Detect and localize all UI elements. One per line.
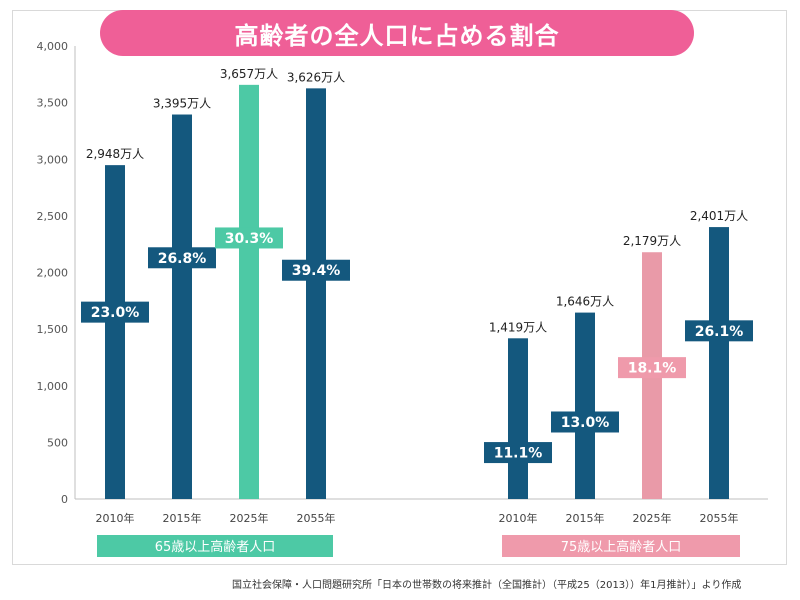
x-tick-label: 2025年 [230, 511, 269, 525]
bar [105, 165, 125, 499]
percent-label: 18.1% [628, 361, 677, 377]
y-tick-label: 500 [47, 436, 68, 449]
chart-title-text: 高齢者の全人口に占める割合 [234, 21, 560, 50]
bar [508, 338, 528, 499]
percent-label: 26.1% [695, 324, 744, 340]
bar [709, 227, 729, 500]
x-tick-label: 2055年 [700, 511, 739, 525]
x-tick-label: 2015年 [566, 511, 605, 525]
bar-value-label: 1,646万人 [556, 295, 614, 309]
percent-label-box [618, 357, 686, 379]
x-tick-label: 2055年 [297, 511, 336, 525]
percent-label: 30.3% [225, 231, 274, 247]
percent-label-box [551, 411, 619, 433]
bar-value-label: 3,626万人 [287, 70, 345, 84]
percent-label-box [685, 320, 753, 342]
y-tick-label: 1,500 [37, 323, 69, 336]
x-tick-label: 2010年 [96, 511, 135, 525]
x-tick-label: 2010年 [499, 511, 538, 525]
percent-label-box [282, 259, 350, 281]
source-note: 国立社会保障・人口問題研究所「日本の世帯数の将来推計（全国推計）（平成25（20… [232, 580, 742, 591]
y-tick-label: 1,000 [37, 380, 69, 393]
group-label: 75歳以上高齢者人口 [561, 539, 682, 555]
percent-label: 23.0% [91, 305, 140, 321]
percent-label: 13.0% [561, 415, 610, 431]
percent-label-box [215, 227, 283, 249]
bar [575, 312, 595, 499]
chart-title: 高齢者の全人口に占める割合 [100, 10, 694, 56]
group-label: 65歳以上高齢者人口 [155, 539, 276, 555]
y-tick-label: 3,500 [37, 97, 69, 110]
bar-value-label: 2,179万人 [623, 234, 681, 248]
bar-value-label: 3,395万人 [153, 97, 211, 111]
y-tick-label: 3,000 [37, 153, 69, 166]
percent-label: 26.8% [158, 251, 207, 267]
percent-label: 11.1% [494, 446, 543, 462]
x-tick-label: 2025年 [633, 511, 672, 525]
bar-value-label: 1,419万人 [489, 320, 547, 334]
bar [306, 88, 326, 499]
y-tick-label: 4,000 [37, 40, 69, 53]
bar [239, 84, 259, 499]
percent-label-box [484, 442, 552, 464]
y-tick-label: 0 [61, 493, 68, 506]
group-label-box [97, 535, 333, 557]
percent-label-box [81, 301, 149, 323]
bar-value-label: 2,948万人 [86, 147, 144, 161]
x-tick-label: 2015年 [163, 511, 202, 525]
y-tick-label: 2,000 [37, 267, 69, 280]
bar-value-label: 2,401万人 [690, 209, 748, 223]
bar-value-label: 3,657万人 [220, 67, 278, 81]
group-label-box [502, 535, 740, 557]
bar [172, 114, 192, 500]
percent-label-box [148, 247, 216, 269]
y-tick-label: 2,500 [37, 210, 69, 223]
percent-label: 39.4% [292, 263, 341, 279]
